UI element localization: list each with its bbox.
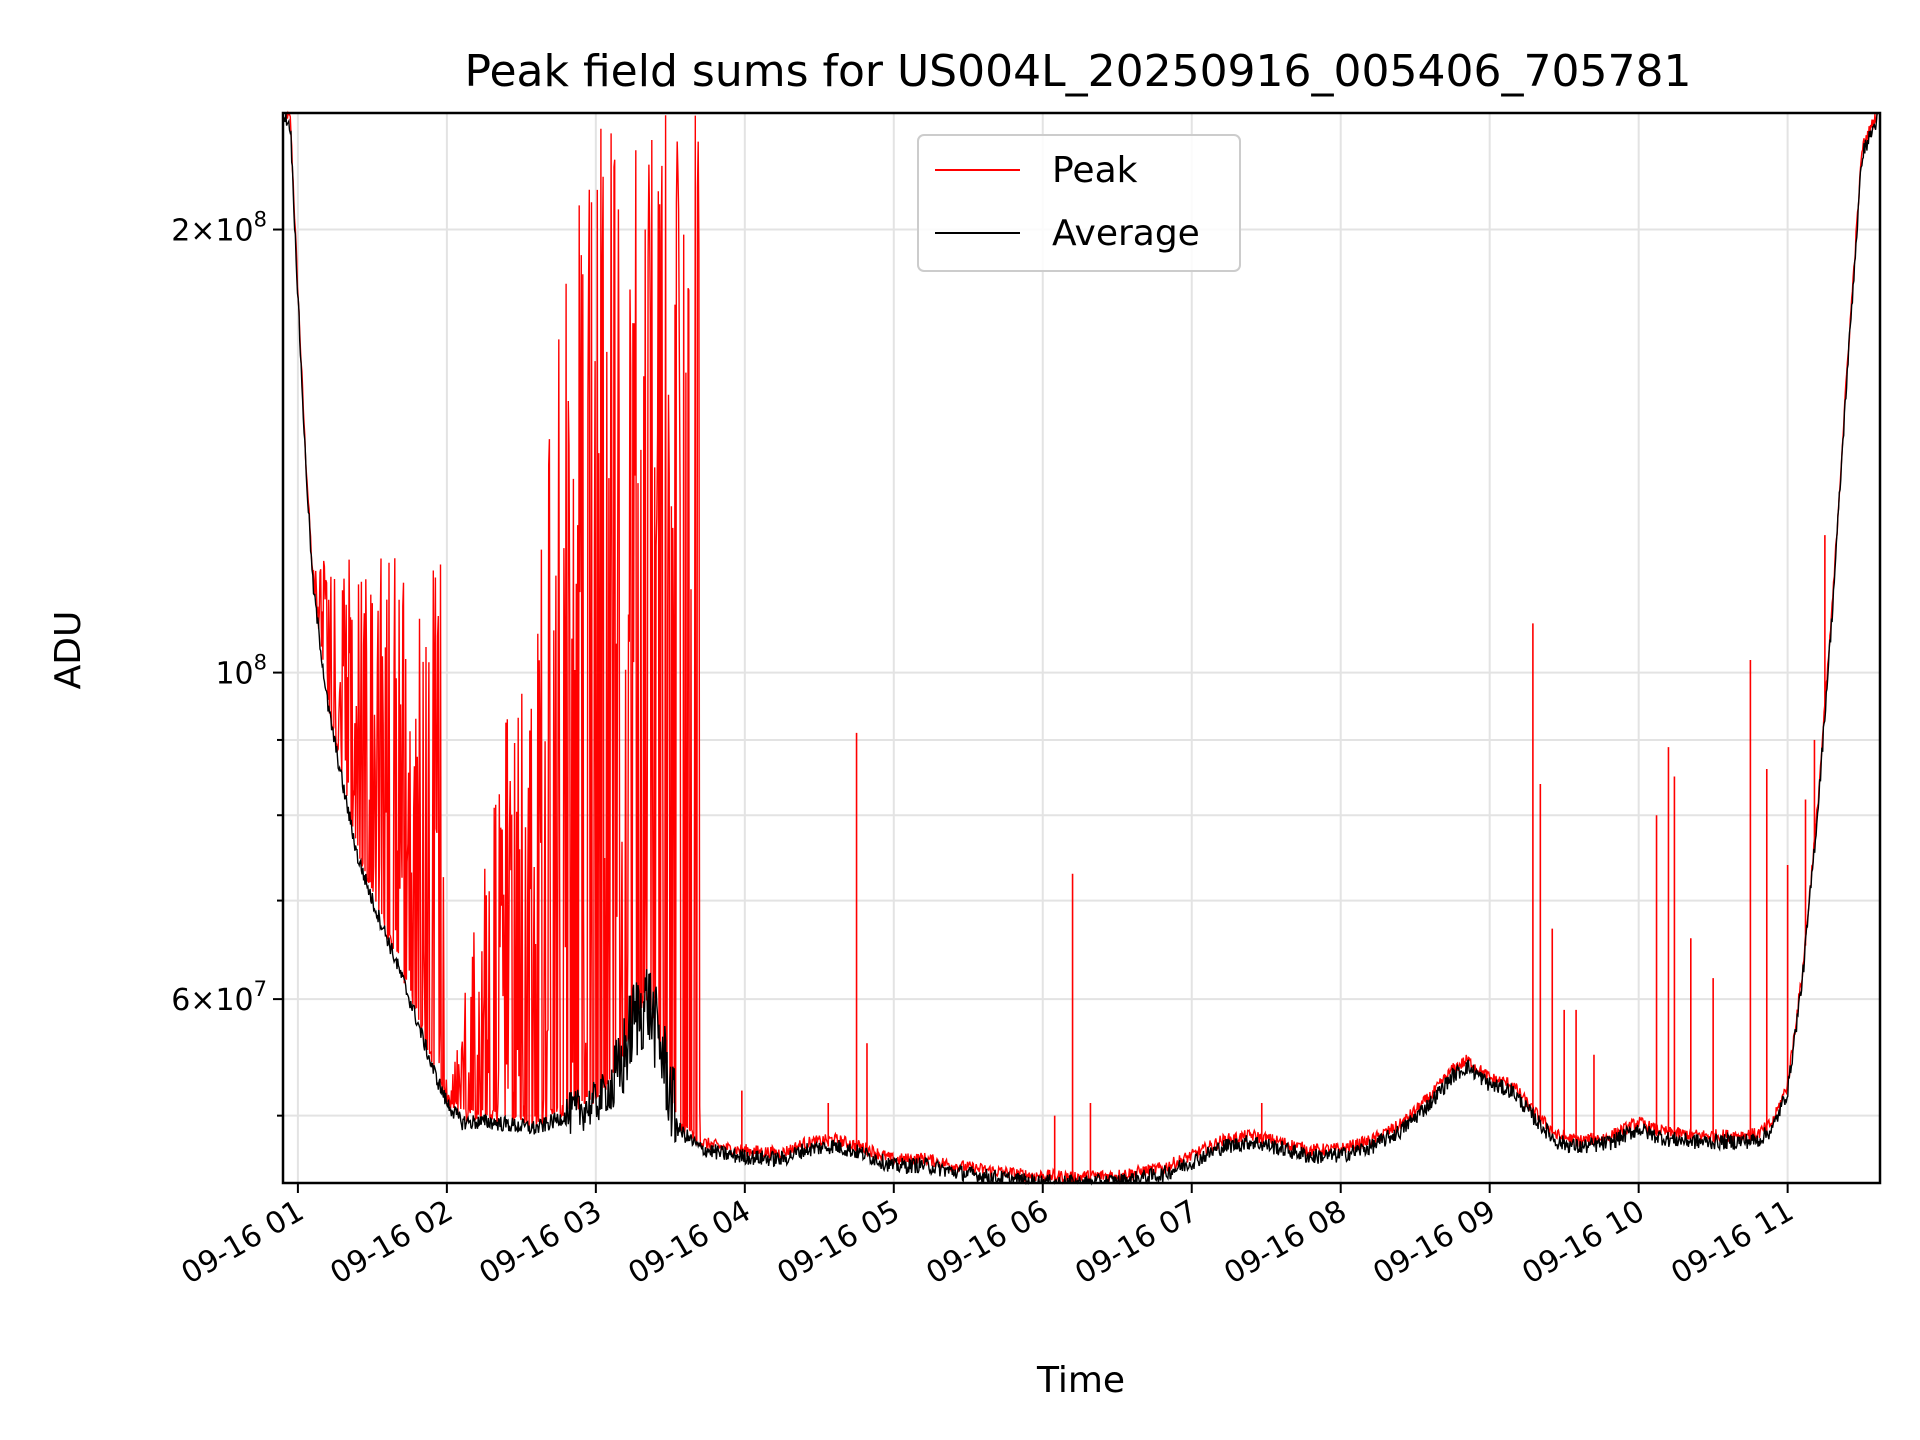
y-axis-label: ADU [48,611,89,690]
y-tick-label: 6×107 [171,977,267,1018]
plot-frame [281,111,1882,1185]
chart-title: Peak field sums for US004L_20250916_0054… [465,46,1692,97]
y-tick-label: 2×108 [171,208,267,249]
y-tick-label: 108 [215,651,267,692]
legend: Peak Average [917,134,1241,272]
legend-label-average: Average [1052,213,1200,254]
x-axis-label: Time [1036,1360,1125,1401]
legend-label-peak: Peak [1052,150,1138,191]
